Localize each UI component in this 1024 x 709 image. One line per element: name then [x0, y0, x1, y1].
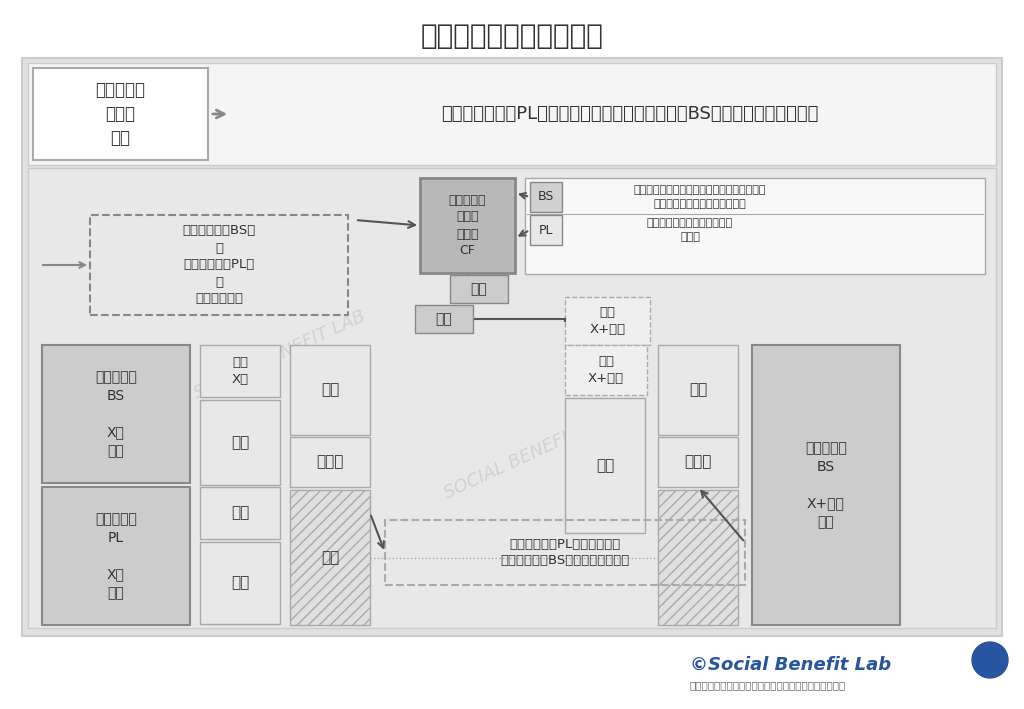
Text: 負債: 負債 — [689, 382, 708, 398]
Text: 純資産: 純資産 — [316, 454, 344, 469]
Bar — [200, 400, 280, 485]
Bar — [22, 58, 1002, 636]
Text: 売上債権、棚卸資産、仕入債務、経過勘定、
投資活動、財務活動等を加減算: 売上債権、棚卸資産、仕入債務、経過勘定、 投資活動、財務活動等を加減算 — [634, 185, 766, 208]
Text: 現金
X+１年: 現金 X+１年 — [588, 355, 624, 385]
Bar — [42, 345, 190, 483]
Bar — [290, 437, 370, 487]
Text: PL: PL — [539, 223, 553, 237]
Bar — [28, 168, 996, 628]
Text: 「損益計算書PL」の損益が、
「貸借対照表BS」に加減算される: 「損益計算書PL」の損益が、 「貸借対照表BS」に加減算される — [501, 537, 630, 567]
Bar — [90, 215, 348, 315]
Text: 貸借対照表
BS

X年
期首: 貸借対照表 BS X年 期首 — [95, 370, 137, 458]
Text: 現金
X年: 現金 X年 — [231, 356, 249, 386]
Bar — [565, 297, 650, 345]
Text: 出金: 出金 — [471, 282, 487, 296]
Text: 現金
X+１年: 現金 X+１年 — [590, 306, 626, 336]
Bar — [385, 520, 745, 585]
Bar — [525, 178, 985, 274]
Bar — [415, 305, 473, 333]
Bar — [752, 345, 900, 625]
Bar — [42, 487, 190, 625]
Bar — [658, 490, 738, 625]
Text: ©Social Benefit Lab: ©Social Benefit Lab — [690, 656, 891, 674]
Text: 「貸借対照表BS」
と
「損益計算書PL」
は
連動している: 「貸借対照表BS」 と 「損益計算書PL」 は 連動している — [182, 225, 256, 306]
Text: 減価償却費等の非資金項目を
加減算: 減価償却費等の非資金項目を 加減算 — [647, 218, 733, 242]
Text: 純資産: 純資産 — [684, 454, 712, 469]
Circle shape — [972, 642, 1008, 678]
Text: 費用: 費用 — [230, 576, 249, 591]
Bar — [658, 437, 738, 487]
Text: 資産: 資産 — [230, 435, 249, 450]
Bar — [28, 63, 996, 165]
Bar — [200, 542, 280, 624]
Text: 財務３表は連動している: 財務３表は連動している — [421, 22, 603, 50]
Bar — [200, 345, 280, 397]
Bar — [530, 215, 562, 245]
Bar — [530, 182, 562, 212]
Text: この画像を改変、転載する場合はお問い合わせください: この画像を改変、転載する場合はお問い合わせください — [690, 680, 846, 690]
Bar — [200, 487, 280, 539]
Bar — [33, 68, 208, 160]
Text: 貸借対照表
BS

X+１年
期首: 貸借対照表 BS X+１年 期首 — [805, 441, 847, 529]
Text: SOCIAL BENEFIT LAB: SOCIAL BENEFIT LAB — [441, 407, 618, 503]
Text: 【振返り】
第１回
結論: 【振返り】 第１回 結論 — [95, 82, 145, 147]
Bar — [565, 345, 647, 395]
Text: キャッシュ
フロー
計算書
CF: キャッシュ フロー 計算書 CF — [449, 194, 486, 257]
Text: 負債: 負債 — [321, 382, 339, 398]
Bar — [420, 178, 515, 273]
Text: 資産: 資産 — [596, 458, 614, 473]
Bar — [290, 345, 370, 435]
Bar — [290, 490, 370, 625]
Text: 「損益計算書（PL）」の損益が、「貸借対照表（BS）」に加減算されます: 「損益計算書（PL）」の損益が、「貸借対照表（BS）」に加減算されます — [441, 105, 818, 123]
Bar — [565, 398, 645, 533]
Text: 入金: 入金 — [435, 312, 453, 326]
Text: 収益: 収益 — [321, 550, 339, 565]
Text: BS: BS — [538, 191, 554, 203]
Text: 損益計算書
PL

X年
期末: 損益計算書 PL X年 期末 — [95, 512, 137, 600]
Bar — [450, 275, 508, 303]
Bar — [658, 345, 738, 435]
Text: 利益: 利益 — [230, 506, 249, 520]
Text: SOCIAL BENEFIT LAB: SOCIAL BENEFIT LAB — [191, 307, 369, 403]
